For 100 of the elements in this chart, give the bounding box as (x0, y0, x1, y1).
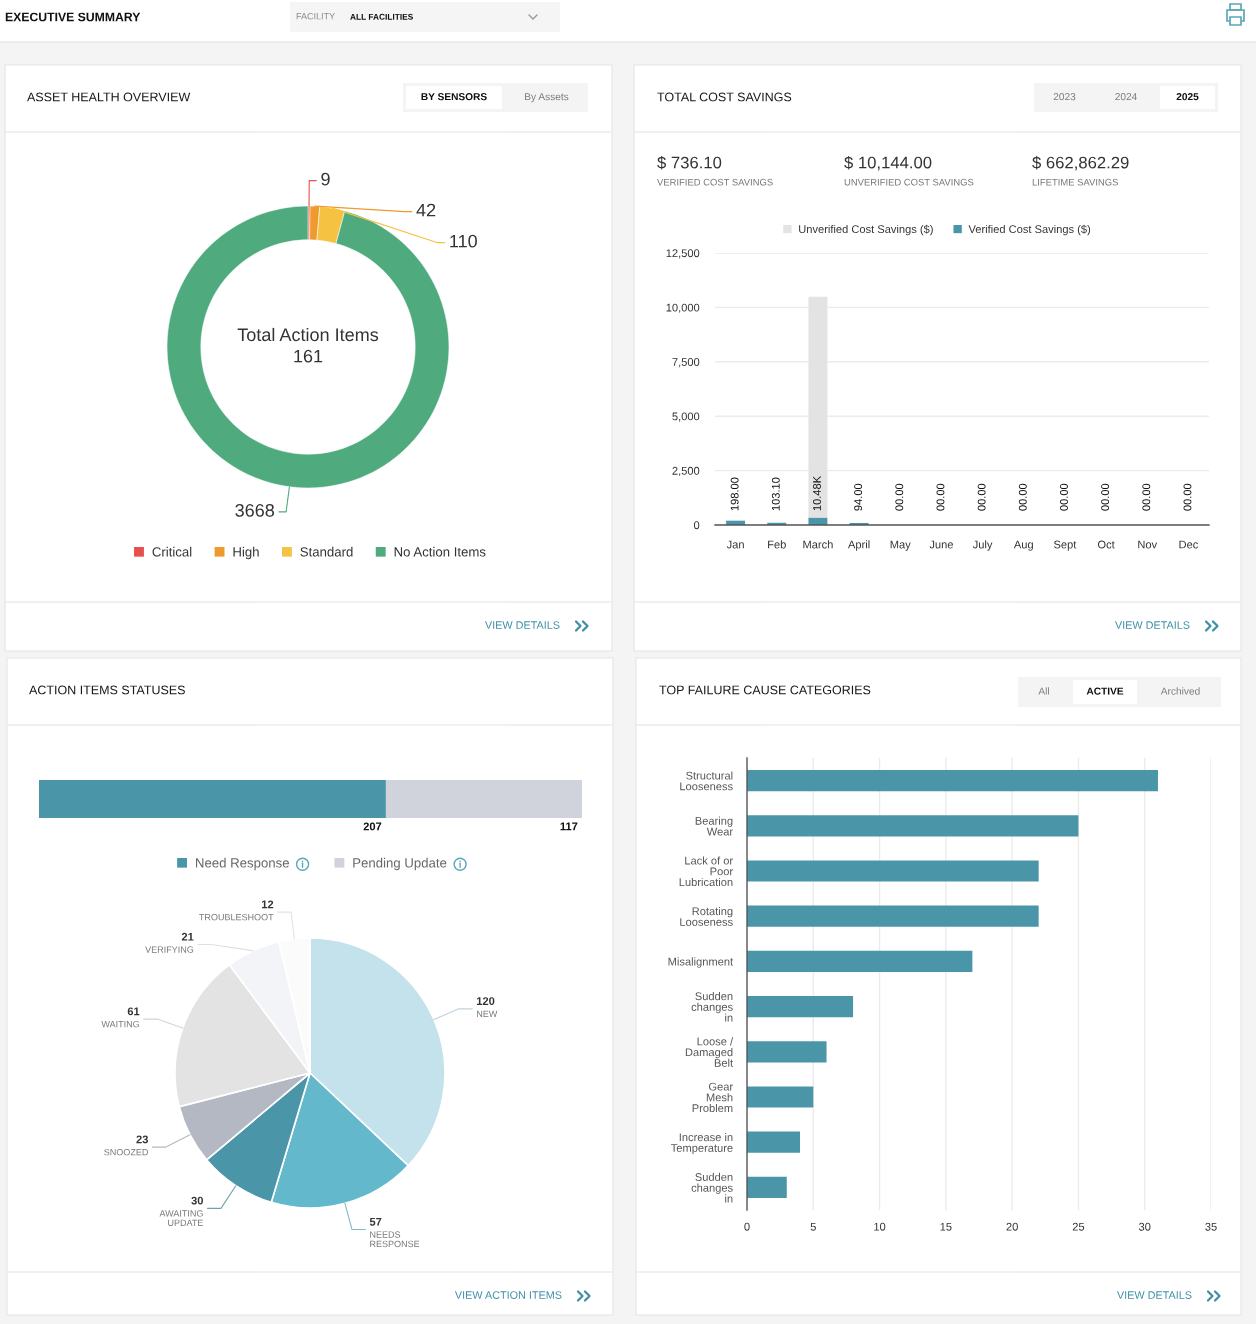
legend-label: High (233, 546, 259, 560)
text: LIFETIME SAVINGS (1032, 178, 1118, 186)
x-tick-label: Aug (1013, 540, 1033, 551)
data-label: 42 (416, 203, 436, 217)
total-label: 00.00 (1018, 483, 1027, 511)
chart-title: TOTAL COST SAVINGS (657, 92, 792, 102)
text: 2024 (1115, 93, 1137, 101)
text: VIEW ACTION ITEMS (454, 1291, 562, 1299)
text: EXECUTIVE SUMMARY (5, 12, 141, 22)
total-label: 00.00 (895, 483, 904, 511)
data-label: 61 (127, 1007, 140, 1016)
data-label: 110 (450, 234, 477, 248)
text: VIEW DETAILS (485, 621, 560, 629)
total-label: 10.48K (813, 476, 821, 511)
text: FACILITY (296, 13, 335, 20)
x-tick-label: 15 (940, 1222, 952, 1231)
legend-label: Verified Cost Savings ($) (968, 224, 1091, 236)
total-label: 00.00 (1142, 483, 1151, 511)
slice-label: SNOOZED (104, 1148, 148, 1156)
data-label: 57 (369, 1217, 382, 1226)
data-label: 12 (261, 900, 274, 909)
text: Archived (1160, 687, 1200, 695)
text: 2023 (1053, 93, 1076, 101)
y-tick-label: Increase in Temperature (671, 1133, 733, 1155)
x-tick-label: June (929, 540, 953, 549)
y-tick-label: 5,000 (672, 412, 700, 422)
x-tick-label: Feb (768, 540, 786, 549)
data-label: 117 (560, 822, 578, 831)
text: ALL FACILITIES (350, 13, 413, 20)
y-tick-label: 12,500 (666, 249, 700, 259)
text: VIEW DETAILS (1117, 1291, 1192, 1299)
legend-label: No Action Items (394, 546, 486, 557)
legend-label: Unverified Cost Savings ($) (799, 224, 933, 236)
y-tick-label: Misalignment (668, 957, 734, 968)
x-tick-label: March (803, 540, 833, 549)
y-tick-label: Loose / Damaged Belt (685, 1037, 734, 1067)
x-tick-label: 20 (1006, 1222, 1018, 1231)
text: $ 10,144.00 (844, 155, 932, 171)
data-label: 207 (363, 822, 382, 831)
y-tick-label: Sudden changes in (691, 1172, 733, 1203)
total-label: 00.00 (1101, 483, 1110, 511)
slice-label: TROUBLESHOOT (199, 913, 274, 921)
x-tick-label: Jan (726, 540, 744, 549)
x-tick-label: 35 (1205, 1222, 1217, 1231)
chart-title: ASSET HEALTH OVERVIEW (27, 92, 191, 102)
x-tick-label: 30 (1138, 1222, 1151, 1231)
y-tick-label: 10,000 (666, 303, 700, 313)
x-tick-label: 10 (874, 1222, 886, 1231)
slice-label: NEW (477, 1010, 498, 1017)
data-label: 120 (477, 997, 495, 1006)
y-tick-label: Bearing Wear (695, 816, 733, 836)
y-tick-label: Gear Mesh Problem (692, 1082, 733, 1113)
x-tick-label: Dec (1179, 540, 1198, 549)
slice-label: NEEDS RESPONSE (370, 1231, 420, 1248)
text: VIEW DETAILS (1115, 621, 1190, 629)
legend-label: Standard (300, 546, 353, 557)
chart-title: TOP FAILURE CAUSE CATEGORIES (659, 685, 871, 695)
text: Total Action Items 161 (237, 327, 379, 363)
x-tick-label: Oct (1097, 540, 1115, 549)
y-tick-label: 2,500 (672, 466, 700, 477)
chart-title: ACTION ITEMS STATUSES (29, 685, 185, 695)
x-tick-label: 25 (1072, 1222, 1085, 1231)
data-label: 21 (181, 932, 194, 941)
data-label: 9 (321, 172, 330, 186)
y-tick-label: Rotating Looseness (680, 907, 733, 926)
data-label: 3668 (235, 503, 275, 517)
slice-label: VERIFYING (145, 946, 194, 953)
data-label: 30 (191, 1196, 203, 1205)
text: VERIFIED COST SAVINGS (657, 178, 773, 186)
text: $ 662,862.29 (1032, 155, 1129, 171)
y-tick-label: 0 (693, 521, 700, 530)
data-label: 23 (136, 1135, 148, 1144)
x-tick-label: Sept (1053, 540, 1077, 551)
y-tick-label: Sudden changes in (691, 992, 733, 1022)
x-tick-label: 0 (744, 1222, 750, 1231)
text: BY SENSORS (421, 93, 487, 101)
slice-label: WAITING (101, 1020, 140, 1028)
total-label: 00.00 (1183, 483, 1192, 511)
total-label: 103.10 (771, 477, 780, 511)
x-tick-label: July (972, 540, 993, 551)
x-tick-label: 5 (810, 1222, 816, 1231)
x-tick-label: Nov (1138, 540, 1158, 549)
y-tick-label: 7,500 (672, 358, 700, 368)
legend-label: Need Response (196, 857, 289, 871)
text: $ 736.10 (657, 155, 722, 170)
text: All (1038, 687, 1049, 695)
text: By Assets (525, 93, 569, 103)
legend-label: Critical (152, 546, 192, 557)
total-label: 00.00 (977, 483, 986, 511)
slice-label: AWAITING UPDATE (159, 1210, 204, 1226)
legend-label: Pending Update (353, 857, 447, 871)
total-label: 00.00 (936, 483, 945, 511)
total-label: 198.00 (730, 477, 739, 511)
text: 2025 (1176, 93, 1199, 101)
total-label: 00.00 (1060, 483, 1068, 511)
total-label: 94.00 (854, 483, 863, 511)
y-tick-label: Lack of or Poor Lubrication (679, 856, 733, 887)
x-tick-label: April (847, 540, 870, 551)
y-tick-label: Structural Looseness (680, 771, 733, 791)
text: UNVERIFIED COST SAVINGS (844, 178, 974, 186)
